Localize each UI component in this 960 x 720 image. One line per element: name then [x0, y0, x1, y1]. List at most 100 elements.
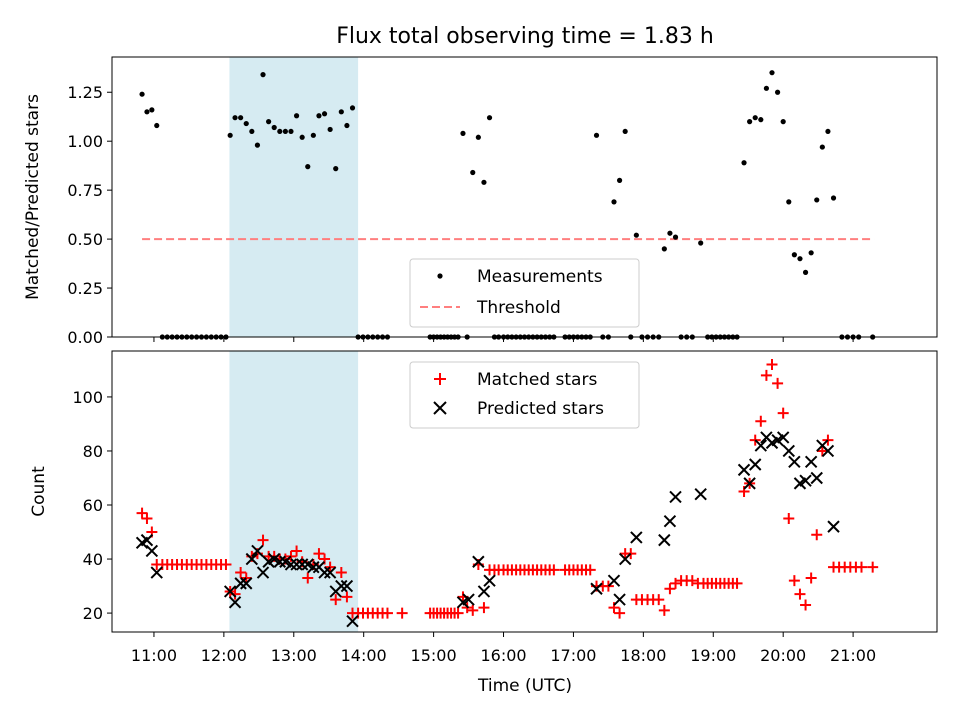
x-tick-label: 15:00	[411, 646, 457, 665]
x-tick-label: 18:00	[620, 646, 666, 665]
matched-star-point	[755, 415, 767, 427]
y-tick-label: 0.25	[67, 279, 103, 298]
predicted-star-point	[821, 444, 835, 458]
predicted-star-point	[273, 555, 287, 568]
matched-star-point	[548, 564, 560, 576]
measurement-point	[780, 119, 786, 125]
matched-star-point	[805, 572, 817, 584]
predicted-star-point	[810, 471, 823, 485]
predicted-star-point	[145, 544, 159, 558]
y-tick-label: 80	[83, 442, 103, 461]
measurement-point	[333, 166, 339, 172]
predicted-star-point	[613, 593, 626, 606]
x-tick-label: 17:00	[550, 646, 596, 665]
predicted-star-point	[256, 566, 270, 579]
bottom-axes-frame	[111, 350, 938, 633]
measurement-point	[344, 122, 350, 129]
bottom-y-axis-label: Count	[29, 466, 49, 517]
y-tick-label: 1.00	[67, 132, 103, 151]
matched-star-point	[664, 583, 676, 595]
chart-title: Flux total observing time = 1.83 h	[336, 24, 714, 49]
predicted-star-point	[827, 520, 840, 533]
predicted-star-point	[607, 574, 621, 587]
predicted-star-point	[663, 515, 677, 528]
legend-measurements-label: Measurements	[477, 267, 603, 287]
measurement-point	[254, 142, 261, 148]
predicted-star-point	[743, 477, 756, 490]
measurement-point	[661, 246, 667, 252]
measurement-point	[593, 132, 600, 138]
measurement-point	[227, 132, 233, 138]
measurement-point	[260, 72, 266, 78]
x-tick-label: 19:00	[690, 646, 736, 665]
matched-star-point	[302, 572, 314, 584]
measurement-point	[271, 124, 277, 131]
measurement-point	[819, 144, 825, 150]
measurement-point	[310, 132, 316, 138]
measurement-point	[470, 169, 476, 176]
predicted-star-point	[737, 463, 751, 477]
measurement-point	[747, 119, 753, 125]
top-observing-window-shade	[229, 57, 359, 337]
matched-star-point	[452, 607, 464, 619]
predicted-star-point	[694, 487, 707, 501]
measurement-point	[475, 134, 481, 140]
matched-stars-points	[136, 359, 879, 619]
measurement-point	[633, 232, 639, 238]
bottom-x-axis: 11:00 12:00 13:00 14:00 15:00 16:00 17:00 18:00…	[131, 632, 876, 665]
measurement-point	[288, 128, 294, 135]
legend-threshold-label: Threshold	[476, 298, 561, 318]
measurement-point	[741, 160, 747, 166]
y-tick-label: 40	[83, 550, 103, 569]
matched-star-point	[731, 577, 743, 589]
measurement-point	[305, 164, 311, 170]
matched-star-point	[800, 599, 812, 611]
top-y-axis-label: Matched/Predicted stars	[23, 94, 43, 300]
matched-star-point	[341, 591, 353, 603]
measurement-point	[232, 115, 238, 121]
matched-star-point	[141, 513, 153, 525]
measurement-point	[758, 117, 764, 123]
measurement-point	[266, 119, 272, 125]
measurement-point	[316, 113, 322, 119]
predicted-star-point	[483, 574, 496, 587]
measurement-point	[149, 107, 155, 113]
matched-star-point	[291, 545, 303, 557]
predicted-star-point	[477, 585, 491, 598]
measurement-point	[327, 126, 333, 133]
matched-star-point	[229, 588, 241, 600]
matched-star-point	[235, 567, 247, 579]
measurement-point	[769, 70, 775, 76]
measurement-point	[243, 120, 249, 127]
y-tick-label: 100	[72, 388, 103, 407]
predicted-star-point	[318, 566, 331, 579]
measurement-point	[763, 85, 770, 91]
measurement-point	[791, 252, 797, 258]
x-tick-label: 14:00	[341, 646, 387, 665]
measurement-point	[667, 230, 673, 236]
predicted-star-point	[307, 560, 320, 574]
bottom-legend: Matched stars Predicted stars	[409, 361, 640, 429]
legend-predicted-marker	[433, 401, 447, 415]
matched-star-point	[584, 564, 596, 576]
predicted-star-point	[335, 579, 348, 593]
legend-matched-label: Matched stars	[477, 370, 597, 390]
bottom-observing-window-shade	[229, 351, 359, 632]
predicted-star-point	[776, 431, 790, 444]
matched-star-point	[381, 607, 393, 619]
measurement-point	[481, 179, 487, 185]
y-tick-label: 60	[83, 496, 103, 515]
predicted-star-point	[245, 552, 259, 566]
measurement-point	[293, 113, 300, 119]
matched-star-point	[777, 407, 789, 419]
legend-matched-marker	[434, 373, 446, 385]
x-tick-label: 13:00	[271, 646, 317, 665]
predicted-star-point	[251, 544, 264, 558]
measurement-point	[299, 134, 305, 140]
predicted-star-point	[346, 614, 359, 628]
top-legend: Measurements Threshold	[409, 258, 640, 328]
measurement-point	[144, 109, 150, 115]
measurement-point	[752, 115, 758, 121]
predicted-star-point	[323, 566, 337, 579]
